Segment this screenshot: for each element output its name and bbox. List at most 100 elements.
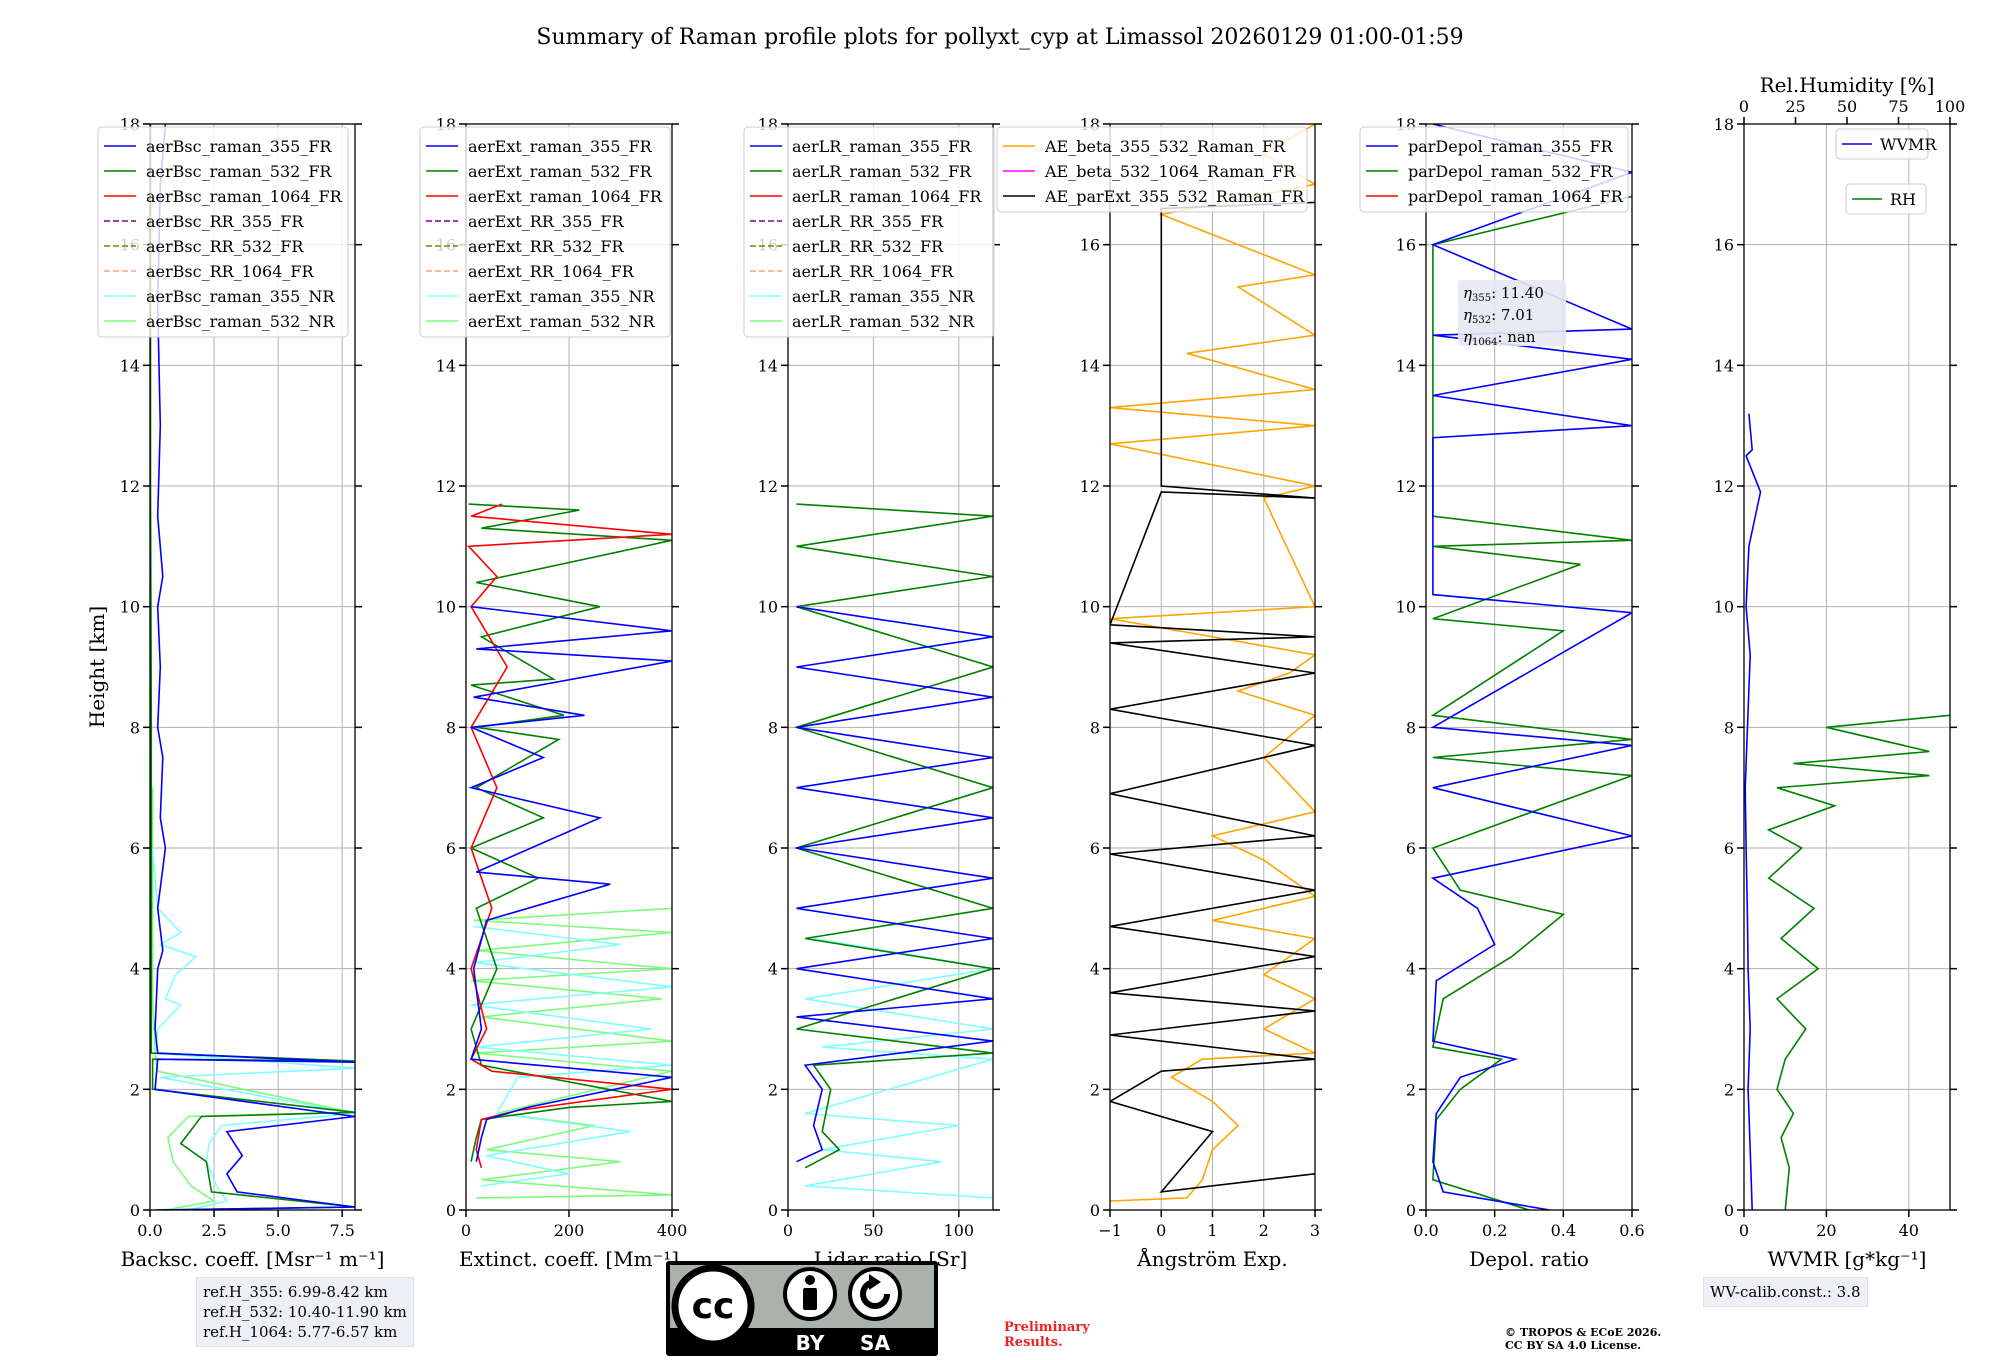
- legend-box: [996, 126, 1308, 213]
- secondary-x-axis-label: Rel.Humidity [%]: [1760, 73, 1935, 97]
- ytick-label: 10: [436, 598, 456, 617]
- ytick-label: 16: [1080, 236, 1100, 255]
- reference-height-box: ref.H_355: 6.99-8.42 km ref.H_532: 10.40…: [196, 1277, 414, 1347]
- ytick-label: 14: [1080, 356, 1100, 375]
- legend-entry: aerLR_raman_355_NR: [792, 287, 975, 306]
- legend: aerLR_raman_355_FR aerLR_raman_532_FR aerL…: [743, 126, 995, 338]
- series-aerBsc_raman_355_FR: [154, 124, 355, 1210]
- plot-frame: [1743, 123, 1951, 1211]
- legend: WVMR RH: [1835, 128, 1937, 215]
- xtick-label: 0: [783, 1221, 793, 1240]
- person-body: [803, 1288, 817, 1310]
- xtick-label: 0.4: [1551, 1221, 1576, 1240]
- legend-entry: parDepol_raman_1064_FR: [1408, 187, 1624, 206]
- xtick-label: 2: [1259, 1221, 1269, 1240]
- ytick-label: 18: [1714, 115, 1734, 134]
- panel-wvmr: 0 2 4 6 8 10 12 14 16 18 0 20 40 WVMR [g*kg⁻¹] 0 25 50 75…: [1714, 73, 1966, 1271]
- series-aerLR_raman_355_NR: [804, 937, 993, 1199]
- cc-mark: cc: [692, 1286, 735, 1327]
- xtick-label: 2.5: [201, 1221, 226, 1240]
- ref-h-532: ref.H_532: 10.40-11.90 km: [203, 1303, 407, 1321]
- series-group: [466, 503, 672, 1199]
- legend-entry: aerBsc_RR_532_FR: [146, 237, 304, 256]
- legend-entry: aerExt_RR_355_FR: [468, 212, 625, 231]
- ytick-label: 12: [1714, 477, 1734, 496]
- ref-h-1064: ref.H_1064: 5.77-6.57 km: [203, 1323, 398, 1341]
- ytick-label: 10: [1714, 598, 1734, 617]
- series-WVMR: [1744, 413, 1762, 1210]
- ytick-label: 2: [1724, 1080, 1734, 1099]
- ytick-label: 4: [130, 960, 140, 979]
- y-axis-label: Height [km]: [85, 606, 109, 728]
- eta-532: η532: 7.01: [1463, 306, 1534, 326]
- eta-355: η355: 11.40: [1463, 284, 1544, 304]
- copyright-line-1: © TROPOS & ECoE 2026.: [1505, 1326, 1662, 1339]
- ytick-label: 12: [1080, 477, 1100, 496]
- share-alike-icon: [848, 1267, 902, 1321]
- series-aerExt_raman_532_FR: [468, 503, 672, 1162]
- legend-box: [1845, 183, 1927, 215]
- legend-entry: aerLR_RR_355_FR: [792, 212, 944, 231]
- ytick-label: 4: [1724, 960, 1734, 979]
- ytick-label: 14: [758, 356, 778, 375]
- legend: aerBsc_raman_355_FR aerBsc_raman_532_FRae…: [97, 126, 349, 338]
- legend-entry: AE_beta_355_532_Raman_FR: [1044, 137, 1286, 156]
- cc-sa-label: SA: [860, 1331, 890, 1355]
- ytick-label: 2: [446, 1080, 456, 1099]
- xtick-label: 0: [461, 1221, 471, 1240]
- legend-entry: aerExt_raman_532_FR: [468, 162, 653, 181]
- xtick-label: 0.6: [1619, 1221, 1644, 1240]
- ytick-label: 2: [768, 1080, 778, 1099]
- x-axis-label: Ångström Exp.: [1136, 1246, 1287, 1271]
- x-axis-label: Extinct. coeff. [Mm⁻¹]: [459, 1247, 679, 1271]
- ytick-label: 6: [130, 839, 140, 858]
- ytick-label: 12: [758, 477, 778, 496]
- cc-by-label: BY: [796, 1331, 825, 1355]
- xtick-label: −1: [1098, 1221, 1122, 1240]
- prelim-line-1: Preliminary: [1004, 1320, 1090, 1335]
- xtick-label: 0.2: [1482, 1221, 1507, 1240]
- ytick-label: 4: [768, 960, 778, 979]
- legend-entry: aerLR_RR_532_FR: [792, 237, 944, 256]
- series-aerExt_raman_1064_FR: [466, 503, 672, 1169]
- plot-frame: [149, 123, 356, 1211]
- series-RH: [1766, 714, 1950, 1210]
- secondary-xtick-label: 100: [1935, 97, 1966, 116]
- legend-entry: aerBsc_raman_532_FR: [146, 162, 332, 181]
- secondary-xtick-label: 0: [1739, 97, 1749, 116]
- plot-frame: [1425, 123, 1633, 1211]
- legend-entry: parDepol_raman_355_FR: [1408, 137, 1614, 156]
- x-axis-label: WVMR [g*kg⁻¹]: [1768, 1247, 1927, 1271]
- ytick-label: 6: [1090, 839, 1100, 858]
- series-AE_beta_355_532_Raman_FR: [1110, 124, 1315, 1202]
- legend-box: [1835, 128, 1929, 160]
- ytick-label: 14: [436, 356, 456, 375]
- ytick-label: 12: [1396, 477, 1416, 496]
- ytick-label: 14: [1396, 356, 1416, 375]
- legend-entry: aerLR_raman_532_NR: [792, 312, 975, 331]
- annotation-box: [1458, 280, 1566, 346]
- legend-entry: RH: [1890, 190, 1916, 209]
- xtick-label: 1: [1207, 1221, 1217, 1240]
- series-aerLR_raman_532_FR: [793, 503, 993, 1169]
- prelim-line-2: Results.: [1004, 1335, 1063, 1350]
- plot-frame: [787, 123, 994, 1211]
- ytick-label: 4: [1406, 960, 1416, 979]
- ref-h-355: ref.H_355: 6.99-8.42 km: [203, 1283, 388, 1301]
- legend-entry: aerLR_raman_532_FR: [792, 162, 972, 181]
- x-axis-label: Backsc. coeff. [Msr⁻¹ m⁻¹]: [121, 1247, 385, 1271]
- cc-by-sa-license-logo: cc BY SA: [666, 1261, 938, 1356]
- ytick-label: 0: [1090, 1201, 1100, 1220]
- ytick-label: 2: [1090, 1080, 1100, 1099]
- panel-ext: 0246810121416180200400Extinct. coeff. [M…: [419, 115, 687, 1271]
- ytick-label: 0: [1724, 1201, 1734, 1220]
- xtick-label: 7.5: [329, 1221, 354, 1240]
- ytick-label: 0: [768, 1201, 778, 1220]
- series-group: [150, 124, 355, 1210]
- series-aerExt_raman_355_NR: [470, 925, 672, 1187]
- eta-1064: η1064: nan: [1463, 328, 1536, 348]
- figure-title: Summary of Raman profile plots for polly…: [536, 25, 1463, 50]
- series-aerBsc_raman_532_FR: [150, 124, 355, 1210]
